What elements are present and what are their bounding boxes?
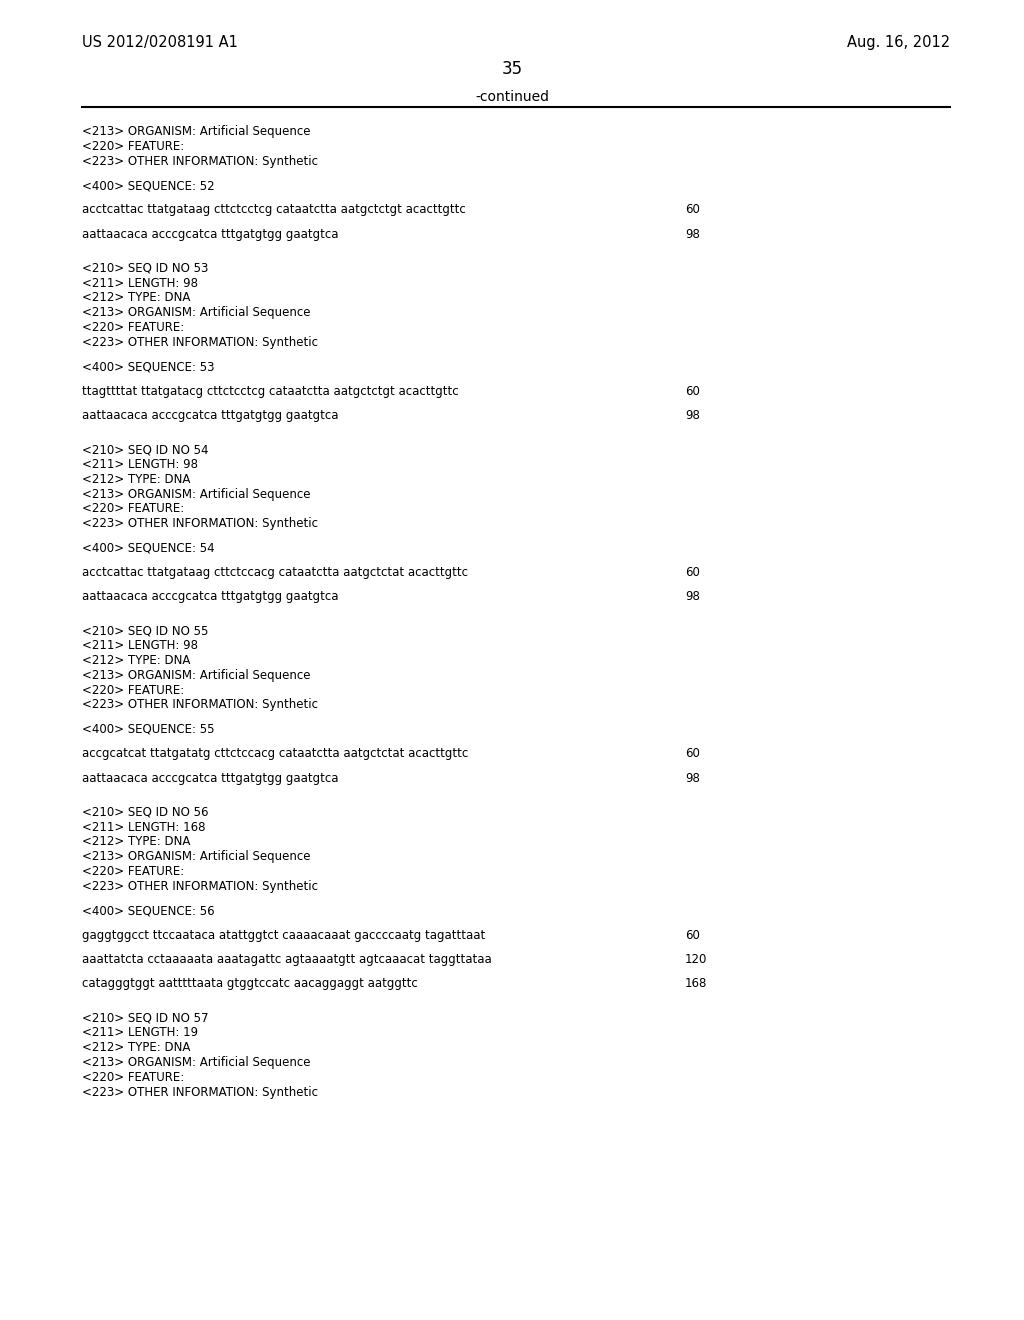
Text: <210> SEQ ID NO 56: <210> SEQ ID NO 56: [82, 805, 209, 818]
Text: -continued: -continued: [475, 90, 549, 104]
Text: catagggtggt aatttttaata gtggtccatc aacaggaggt aatggttc: catagggtggt aatttttaata gtggtccatc aacag…: [82, 978, 418, 990]
Text: <213> ORGANISM: Artificial Sequence: <213> ORGANISM: Artificial Sequence: [82, 1056, 310, 1069]
Text: 60: 60: [685, 929, 699, 941]
Text: <220> FEATURE:: <220> FEATURE:: [82, 865, 184, 878]
Text: <223> OTHER INFORMATION: Synthetic: <223> OTHER INFORMATION: Synthetic: [82, 698, 318, 711]
Text: 60: 60: [685, 203, 699, 216]
Text: 98: 98: [685, 228, 699, 240]
Text: <220> FEATURE:: <220> FEATURE:: [82, 321, 184, 334]
Text: <223> OTHER INFORMATION: Synthetic: <223> OTHER INFORMATION: Synthetic: [82, 880, 318, 892]
Text: <400> SEQUENCE: 52: <400> SEQUENCE: 52: [82, 180, 215, 191]
Text: 60: 60: [685, 384, 699, 397]
Text: <211> LENGTH: 98: <211> LENGTH: 98: [82, 639, 198, 652]
Text: acctcattac ttatgataag cttctccacg cataatctta aatgctctat acacttgttc: acctcattac ttatgataag cttctccacg cataatc…: [82, 566, 468, 579]
Text: <220> FEATURE:: <220> FEATURE:: [82, 140, 184, 153]
Text: <210> SEQ ID NO 55: <210> SEQ ID NO 55: [82, 624, 208, 638]
Text: <223> OTHER INFORMATION: Synthetic: <223> OTHER INFORMATION: Synthetic: [82, 154, 318, 168]
Text: <400> SEQUENCE: 56: <400> SEQUENCE: 56: [82, 904, 215, 917]
Text: <211> LENGTH: 98: <211> LENGTH: 98: [82, 458, 198, 471]
Text: <211> LENGTH: 168: <211> LENGTH: 168: [82, 821, 206, 834]
Text: 60: 60: [685, 566, 699, 579]
Text: <400> SEQUENCE: 54: <400> SEQUENCE: 54: [82, 541, 215, 554]
Text: <220> FEATURE:: <220> FEATURE:: [82, 503, 184, 515]
Text: <211> LENGTH: 19: <211> LENGTH: 19: [82, 1027, 198, 1039]
Text: aattaacaca acccgcatca tttgatgtgg gaatgtca: aattaacaca acccgcatca tttgatgtgg gaatgtc…: [82, 228, 339, 240]
Text: <212> TYPE: DNA: <212> TYPE: DNA: [82, 292, 190, 305]
Text: gaggtggcct ttccaataca atattggtct caaaacaaat gaccccaatg tagatttaat: gaggtggcct ttccaataca atattggtct caaaaca…: [82, 929, 485, 941]
Text: <210> SEQ ID NO 53: <210> SEQ ID NO 53: [82, 261, 208, 275]
Text: aattaacaca acccgcatca tttgatgtgg gaatgtca: aattaacaca acccgcatca tttgatgtgg gaatgtc…: [82, 590, 339, 603]
Text: aattaacaca acccgcatca tttgatgtgg gaatgtca: aattaacaca acccgcatca tttgatgtgg gaatgtc…: [82, 409, 339, 422]
Text: 168: 168: [685, 978, 708, 990]
Text: <220> FEATURE:: <220> FEATURE:: [82, 1071, 184, 1084]
Text: <211> LENGTH: 98: <211> LENGTH: 98: [82, 277, 198, 289]
Text: <212> TYPE: DNA: <212> TYPE: DNA: [82, 473, 190, 486]
Text: <212> TYPE: DNA: <212> TYPE: DNA: [82, 1041, 190, 1055]
Text: accgcatcat ttatgatatg cttctccacg cataatctta aatgctctat acacttgttc: accgcatcat ttatgatatg cttctccacg cataatc…: [82, 747, 468, 760]
Text: 98: 98: [685, 409, 699, 422]
Text: <212> TYPE: DNA: <212> TYPE: DNA: [82, 655, 190, 667]
Text: 98: 98: [685, 590, 699, 603]
Text: <210> SEQ ID NO 54: <210> SEQ ID NO 54: [82, 444, 209, 457]
Text: 60: 60: [685, 747, 699, 760]
Text: <223> OTHER INFORMATION: Synthetic: <223> OTHER INFORMATION: Synthetic: [82, 1085, 318, 1098]
Text: <213> ORGANISM: Artificial Sequence: <213> ORGANISM: Artificial Sequence: [82, 487, 310, 500]
Text: 35: 35: [502, 59, 522, 78]
Text: ttagttttat ttatgatacg cttctcctcg cataatctta aatgctctgt acacttgttc: ttagttttat ttatgatacg cttctcctcg cataatc…: [82, 384, 459, 397]
Text: <223> OTHER INFORMATION: Synthetic: <223> OTHER INFORMATION: Synthetic: [82, 517, 318, 531]
Text: <213> ORGANISM: Artificial Sequence: <213> ORGANISM: Artificial Sequence: [82, 850, 310, 863]
Text: aattaacaca acccgcatca tttgatgtgg gaatgtca: aattaacaca acccgcatca tttgatgtgg gaatgtc…: [82, 772, 339, 785]
Text: US 2012/0208191 A1: US 2012/0208191 A1: [82, 36, 238, 50]
Text: Aug. 16, 2012: Aug. 16, 2012: [847, 36, 950, 50]
Text: <400> SEQUENCE: 55: <400> SEQUENCE: 55: [82, 723, 214, 737]
Text: <210> SEQ ID NO 57: <210> SEQ ID NO 57: [82, 1011, 209, 1024]
Text: <213> ORGANISM: Artificial Sequence: <213> ORGANISM: Artificial Sequence: [82, 306, 310, 319]
Text: 120: 120: [685, 953, 708, 966]
Text: aaattatcta cctaaaaata aaatagattc agtaaaatgtt agtcaaacat taggttataa: aaattatcta cctaaaaata aaatagattc agtaaaa…: [82, 953, 492, 966]
Text: 98: 98: [685, 772, 699, 785]
Text: <213> ORGANISM: Artificial Sequence: <213> ORGANISM: Artificial Sequence: [82, 669, 310, 682]
Text: <223> OTHER INFORMATION: Synthetic: <223> OTHER INFORMATION: Synthetic: [82, 335, 318, 348]
Text: <212> TYPE: DNA: <212> TYPE: DNA: [82, 836, 190, 849]
Text: acctcattac ttatgataag cttctcctcg cataatctta aatgctctgt acacttgttc: acctcattac ttatgataag cttctcctcg cataatc…: [82, 203, 466, 216]
Text: <400> SEQUENCE: 53: <400> SEQUENCE: 53: [82, 360, 214, 374]
Text: <213> ORGANISM: Artificial Sequence: <213> ORGANISM: Artificial Sequence: [82, 125, 310, 139]
Text: <220> FEATURE:: <220> FEATURE:: [82, 684, 184, 697]
